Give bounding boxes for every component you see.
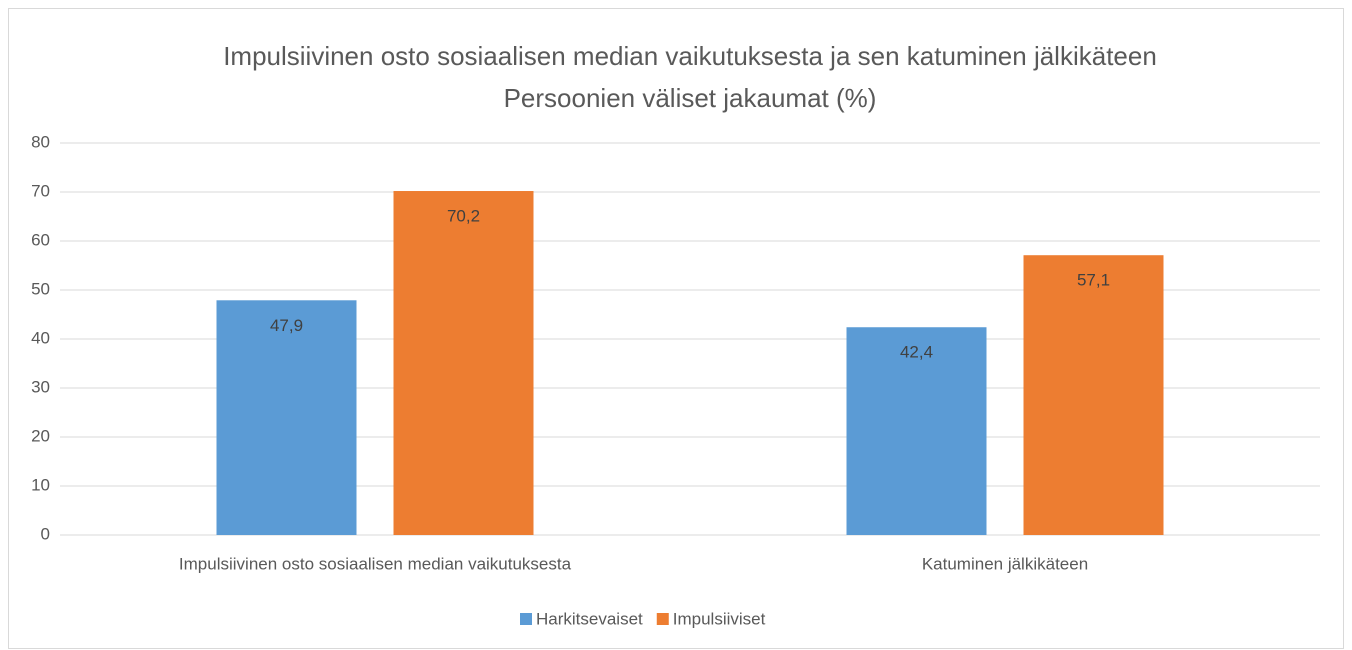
x-tick-label: Katuminen jälkikäteen: [922, 554, 1088, 573]
y-tick-label: 70: [31, 181, 50, 200]
bar: [846, 327, 987, 535]
bar: [216, 300, 357, 535]
data-label: 57,1: [1077, 271, 1110, 290]
data-label: 42,4: [900, 343, 933, 362]
chart-title: Impulsiivinen osto sosiaalisen median va…: [223, 41, 1157, 71]
data-label: 47,9: [270, 316, 303, 335]
y-tick-label: 80: [31, 132, 50, 151]
y-tick-label: 30: [31, 377, 50, 396]
legend-swatch: [656, 613, 669, 625]
y-tick-label: 10: [31, 475, 50, 494]
chart-subtitle: Persoonien väliset jakaumat (%): [504, 83, 877, 113]
bar: [393, 191, 534, 535]
y-tick-label: 0: [41, 524, 50, 543]
legend-swatch: [520, 613, 532, 625]
x-tick-label: Impulsiivinen osto sosiaalisen median va…: [179, 554, 572, 573]
y-tick-label: 60: [31, 230, 50, 249]
bar: [1023, 255, 1164, 535]
y-tick-label: 20: [31, 426, 50, 445]
data-label: 70,2: [447, 207, 480, 226]
legend-label: Impulsiiviset: [673, 609, 766, 628]
y-tick-label: 50: [31, 279, 50, 298]
y-tick-label: 40: [31, 328, 50, 347]
legend-label: Harkitsevaiset: [536, 609, 643, 628]
